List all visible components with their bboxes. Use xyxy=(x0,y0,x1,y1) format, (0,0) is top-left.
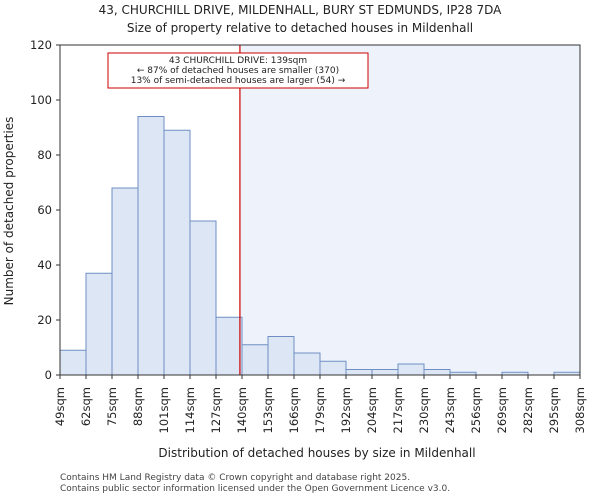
y-tick-label: 20 xyxy=(37,313,52,327)
bar-88sqm xyxy=(137,116,165,376)
annotation-frame xyxy=(107,52,369,89)
y-tick-label: 40 xyxy=(37,258,52,272)
x-tick-label: 75sqm xyxy=(105,387,119,426)
annotation-box: 43 CHURCHILL DRIVE: 139sqm ← 87% of deta… xyxy=(107,52,369,89)
x-tick-label: 269sqm xyxy=(495,387,509,433)
x-tick-label: 256sqm xyxy=(469,387,483,433)
x-tick-label: 217sqm xyxy=(391,387,405,433)
x-tick-label: 243sqm xyxy=(443,387,457,433)
bar-179sqm xyxy=(319,360,347,376)
x-axis-label: Distribution of detached houses by size … xyxy=(158,446,475,460)
bar-49sqm xyxy=(59,349,87,376)
y-tick-label: 120 xyxy=(30,38,52,52)
bar-217sqm xyxy=(397,363,425,376)
x-tick-label: 295sqm xyxy=(547,387,561,433)
x-tick-label: 114sqm xyxy=(183,387,197,433)
x-tick-label: 62sqm xyxy=(79,387,93,426)
x-tick-label: 153sqm xyxy=(261,387,275,433)
annotation-line2: ← 87% of detached houses are smaller (37… xyxy=(137,66,339,76)
bar-101sqm xyxy=(163,129,191,376)
larger-region-shade xyxy=(239,45,581,375)
annotation-line3: 13% of semi-detached houses are larger (… xyxy=(131,76,346,86)
bar-140sqm xyxy=(241,344,269,376)
x-tick-label: 179sqm xyxy=(313,387,327,433)
x-tick-label: 166sqm xyxy=(287,387,301,433)
bar-230sqm xyxy=(423,369,451,376)
chart-title-line1: 43, CHURCHILL DRIVE, MILDENHALL, BURY ST… xyxy=(99,3,503,17)
bar-204sqm xyxy=(371,369,399,376)
x-tick-label: 140sqm xyxy=(235,387,249,433)
chart-title-line2: Size of property relative to detached ho… xyxy=(127,21,473,35)
y-tick-label: 0 xyxy=(45,368,52,382)
footer-line1: Contains HM Land Registry data © Crown c… xyxy=(60,473,411,483)
x-tick-label: 230sqm xyxy=(417,387,431,433)
x-tick-label: 88sqm xyxy=(131,387,145,426)
plot-area: 0 20 40 60 80 100 120 49sqm 62sqm 75sqm 88sqm 101sq… xyxy=(30,38,587,433)
y-tick-label: 60 xyxy=(37,203,52,217)
y-tick-label: 100 xyxy=(30,93,52,107)
x-tick-label: 204sqm xyxy=(365,387,379,433)
bar-166sqm xyxy=(293,352,321,376)
x-tick-label: 192sqm xyxy=(339,387,353,433)
x-tick-label: 49sqm xyxy=(53,387,67,426)
x-tick-label: 282sqm xyxy=(521,387,535,433)
bar-114sqm xyxy=(189,220,217,376)
y-tick-label: 80 xyxy=(37,148,52,162)
y-axis-label: Number of detached properties xyxy=(2,117,16,306)
bar-192sqm xyxy=(345,369,373,376)
footer-line2: Contains public sector information licen… xyxy=(60,484,451,494)
x-tick-label: 101sqm xyxy=(157,387,171,433)
x-tick-label: 127sqm xyxy=(209,387,223,433)
bar-75sqm xyxy=(111,187,139,376)
annotation-line1: 43 CHURCHILL DRIVE: 139sqm xyxy=(169,56,307,66)
bar-127sqm xyxy=(215,316,243,376)
x-tick-label: 308sqm xyxy=(573,387,587,433)
bar-153sqm xyxy=(267,336,295,376)
bar-62sqm xyxy=(85,272,113,376)
